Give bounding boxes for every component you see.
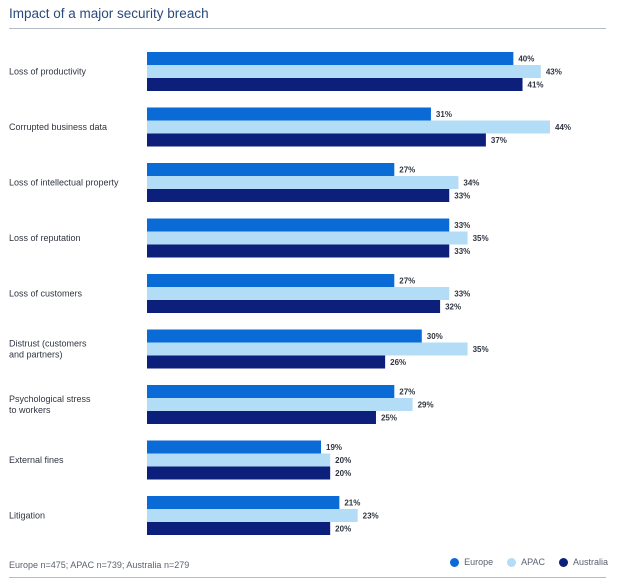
category-label-line: Psychological stress <box>9 394 91 404</box>
bar-europe-corrupted-business-data <box>147 107 431 121</box>
legend-swatch-europe <box>450 557 460 567</box>
category-label-litigation: Litigation <box>9 511 45 521</box>
bar-europe-loss-of-customers <box>147 274 395 287</box>
value-label-australia-litigation: 20% <box>335 525 351 534</box>
category-label-loss-of-productivity: Loss of productivity <box>9 67 87 77</box>
bar-apac-litigation <box>147 509 358 522</box>
category-label-line: Loss of customers <box>9 289 83 299</box>
legend-label-australia: Australia <box>572 557 608 567</box>
bar-europe-distrust-customers-and-partners <box>147 329 422 343</box>
bar-apac-external-fines <box>147 453 331 467</box>
title-divider <box>9 28 606 29</box>
category-label-corrupted-business-data: Corrupted business data <box>9 122 107 132</box>
value-label-apac-psychological-stress-to-workers: 29% <box>418 401 434 410</box>
bar-europe-psychological-stress-to-workers <box>147 385 395 398</box>
value-label-apac-loss-of-reputation: 35% <box>473 234 489 243</box>
value-label-australia-external-fines: 20% <box>335 469 351 478</box>
bar-apac-loss-of-customers <box>147 287 450 300</box>
value-label-australia-corrupted-business-data: 37% <box>491 136 507 145</box>
value-label-europe-psychological-stress-to-workers: 27% <box>399 388 415 397</box>
value-label-apac-loss-of-productivity: 43% <box>546 68 562 77</box>
category-label-line: Loss of reputation <box>9 233 81 243</box>
value-label-apac-corrupted-business-data: 44% <box>555 123 571 132</box>
value-label-apac-distrust-customers-and-partners: 35% <box>473 345 489 354</box>
category-label-line: Loss of productivity <box>9 67 87 77</box>
legend-swatch-australia <box>558 557 568 567</box>
bar-apac-corrupted-business-data <box>147 120 550 134</box>
category-label-distrust-customers-and-partners: Distrust (customers and partners) <box>9 339 87 360</box>
chart-title: Impact of a major security breach <box>9 6 209 21</box>
bar-apac-psychological-stress-to-workers <box>147 398 413 411</box>
value-label-europe-loss-of-intellectual-property: 27% <box>399 166 415 175</box>
value-label-europe-loss-of-reputation: 33% <box>454 221 470 230</box>
bar-europe-external-fines <box>147 440 322 454</box>
bar-australia-corrupted-business-data <box>147 133 486 147</box>
value-label-apac-loss-of-customers: 33% <box>454 290 470 299</box>
category-label-loss-of-customers: Loss of customers <box>9 289 83 299</box>
bar-australia-loss-of-productivity <box>147 78 523 91</box>
sample-size-footnote: Europe n=475; APAC n=739; Australia n=27… <box>9 560 190 570</box>
category-label-line: and partners) <box>9 350 63 360</box>
value-label-australia-loss-of-intellectual-property: 33% <box>454 192 470 201</box>
bar-apac-loss-of-reputation <box>147 231 468 245</box>
category-label-loss-of-intellectual-property: Loss of intellectual property <box>9 178 119 188</box>
bar-australia-external-fines <box>147 466 331 480</box>
legend-item-europe: Europe <box>450 557 493 567</box>
category-label-line: Distrust (customers <box>9 339 87 349</box>
value-label-apac-external-fines: 20% <box>335 456 351 465</box>
bar-europe-loss-of-reputation <box>147 218 450 232</box>
value-label-australia-distrust-customers-and-partners: 26% <box>390 358 406 367</box>
bar-australia-litigation <box>147 522 331 535</box>
value-label-europe-distrust-customers-and-partners: 30% <box>427 332 443 341</box>
chart-legend: Europe APAC Australia <box>450 557 608 567</box>
bar-apac-loss-of-intellectual-property <box>147 176 459 189</box>
value-label-australia-loss-of-reputation: 33% <box>454 247 470 256</box>
value-label-apac-litigation: 23% <box>363 512 379 521</box>
category-label-line: to workers <box>9 405 51 415</box>
bar-australia-loss-of-reputation <box>147 244 450 258</box>
value-label-europe-loss-of-productivity: 40% <box>518 55 534 64</box>
value-label-australia-loss-of-productivity: 41% <box>528 81 544 90</box>
bar-europe-loss-of-intellectual-property <box>147 163 395 176</box>
value-label-apac-loss-of-intellectual-property: 34% <box>463 179 479 188</box>
bottom-divider <box>9 577 606 578</box>
bar-apac-loss-of-productivity <box>147 65 541 78</box>
category-label-line: External fines <box>9 455 64 465</box>
category-label-loss-of-reputation: Loss of reputation <box>9 233 81 243</box>
value-label-australia-loss-of-customers: 32% <box>445 303 461 312</box>
category-label-line: Loss of intellectual property <box>9 178 119 188</box>
bar-australia-loss-of-customers <box>147 300 441 313</box>
value-label-europe-litigation: 21% <box>344 499 360 508</box>
value-label-australia-psychological-stress-to-workers: 25% <box>381 414 397 423</box>
legend-label-apac: APAC <box>521 557 545 567</box>
category-label-line: Corrupted business data <box>9 122 107 132</box>
bar-australia-psychological-stress-to-workers <box>147 411 376 424</box>
category-label-psychological-stress-to-workers: Psychological stress to workers <box>9 394 91 415</box>
bar-apac-distrust-customers-and-partners <box>147 342 468 356</box>
bar-australia-loss-of-intellectual-property <box>147 189 450 202</box>
legend-swatch-apac <box>507 557 517 567</box>
legend-item-australia: Australia <box>558 557 608 567</box>
bar-europe-litigation <box>147 496 340 509</box>
category-label-line: Litigation <box>9 511 45 521</box>
value-label-europe-external-fines: 19% <box>326 443 342 452</box>
value-label-europe-loss-of-customers: 27% <box>399 277 415 286</box>
legend-item-apac: APAC <box>507 557 545 567</box>
legend-label-europe: Europe <box>464 557 494 567</box>
bar-europe-loss-of-productivity <box>147 52 514 65</box>
value-label-europe-corrupted-business-data: 31% <box>436 110 452 119</box>
bar-australia-distrust-customers-and-partners <box>147 355 386 369</box>
category-label-external-fines: External fines <box>9 455 64 465</box>
